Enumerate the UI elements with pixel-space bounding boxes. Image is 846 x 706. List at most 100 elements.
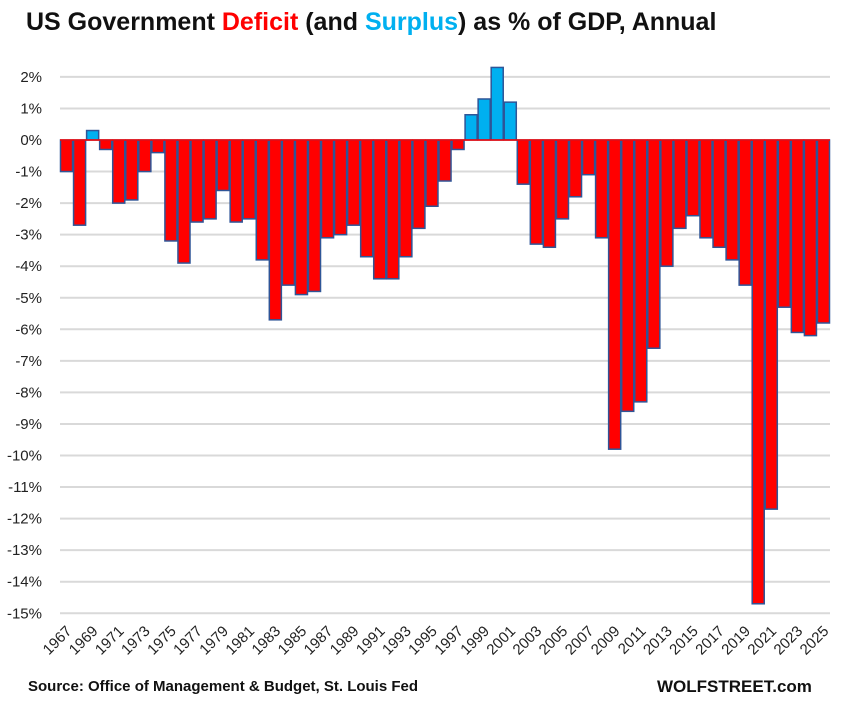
x-tick-label: 2011: [615, 623, 650, 658]
bar-2006: [568, 139, 583, 198]
bar-2005: [555, 139, 570, 220]
bar-1980: [229, 139, 243, 223]
y-tick-label: -5%: [15, 290, 42, 307]
title-text: (and: [298, 8, 365, 36]
bar-1983: [268, 139, 283, 321]
bar-2001: [503, 101, 518, 141]
bar-1972: [125, 139, 139, 201]
bar-2022: [777, 139, 792, 308]
y-tick-label: -3%: [15, 227, 42, 244]
bar-1991: [372, 139, 387, 280]
bar-1981: [242, 139, 257, 220]
bar-2003: [529, 139, 544, 245]
bar-1973: [138, 139, 152, 173]
bar-2009: [607, 139, 622, 450]
y-tick-label: -6%: [15, 321, 42, 338]
bar-1984: [281, 139, 296, 286]
x-tick-label: 2025: [797, 623, 833, 659]
bar-2018: [725, 139, 739, 261]
x-tick-label: 2019: [718, 623, 754, 659]
bar-2008: [594, 139, 609, 239]
bar-2007: [581, 139, 596, 176]
y-tick-label: -10%: [7, 448, 42, 465]
x-tick-label: 2021: [744, 623, 780, 659]
bar-2013: [660, 139, 674, 267]
x-tick-label: 2015: [666, 623, 702, 659]
bar-1993: [399, 139, 413, 258]
bar-1982: [255, 139, 270, 261]
bar-2004: [542, 139, 557, 249]
bar-1986: [307, 139, 322, 293]
bar-2016: [699, 139, 713, 239]
bar-2019: [738, 139, 752, 286]
brand-label: WOLFSTREET.com: [657, 677, 812, 696]
y-tick-label: -9%: [15, 416, 42, 433]
bar-1994: [412, 139, 426, 230]
bar-1978: [203, 139, 217, 220]
x-tick-label: 1975: [144, 623, 180, 659]
y-tick-label: -14%: [7, 574, 42, 591]
bar-2014: [673, 139, 687, 230]
x-tick-label: 2013: [640, 623, 676, 659]
bar-1996: [438, 139, 452, 182]
x-tick-label: 1985: [275, 623, 311, 659]
x-tick-label: 1969: [66, 623, 102, 659]
bar-1998: [464, 114, 478, 141]
bar-1976: [177, 139, 191, 264]
x-tick-label: 1993: [379, 623, 415, 659]
title-text: US Government: [26, 8, 222, 36]
x-tick-label: 2023: [771, 623, 807, 659]
bar-1977: [190, 139, 204, 223]
title-text: ) as % of GDP, Annual: [458, 8, 717, 36]
y-tick-label: -11%: [8, 479, 42, 496]
x-tick-label: 2003: [510, 623, 546, 659]
bar-1975: [164, 139, 178, 242]
chart-title: US Government Deficit (and Surplus) as %…: [26, 8, 716, 37]
x-tick-label: 1967: [40, 623, 76, 659]
x-tick-label: 2007: [562, 623, 598, 659]
bar-2012: [647, 139, 661, 349]
bar-1968: [72, 139, 87, 226]
x-tick-label: 1977: [170, 623, 206, 659]
bar-1974: [151, 139, 165, 154]
bar-1979: [216, 139, 230, 192]
x-tick-label: 1971: [92, 623, 128, 659]
bar-1999: [477, 98, 491, 141]
y-tick-label: -1%: [15, 164, 42, 181]
bar-1970: [98, 139, 113, 151]
bar-2023: [790, 139, 805, 334]
x-tick-label: 1995: [405, 623, 441, 659]
y-tick-label: -2%: [15, 195, 42, 212]
x-tick-label: 2017: [692, 623, 728, 659]
x-tick-label: 2005: [536, 623, 572, 659]
title-deficit: Deficit: [221, 8, 299, 36]
x-tick-label: 2009: [588, 623, 624, 659]
bar-1989: [346, 139, 361, 226]
y-tick-label: -4%: [15, 258, 42, 275]
y-tick-label: 2%: [20, 69, 42, 86]
bar-2010: [620, 139, 635, 413]
bar-2021: [764, 139, 779, 510]
bar-2011: [633, 139, 648, 403]
y-tick-label: -7%: [15, 353, 42, 370]
bar-1987: [320, 139, 335, 239]
title-surplus: Surplus: [364, 8, 459, 36]
x-tick-label: 1979: [196, 623, 232, 659]
x-tick-label: 1981: [222, 623, 258, 659]
bar-2017: [712, 139, 726, 249]
y-tick-label: -12%: [7, 511, 42, 528]
x-tick-label: 1987: [301, 623, 337, 659]
bar-1997: [451, 139, 465, 151]
source-note: Source: Office of Management & Budget, S…: [28, 678, 419, 695]
y-tick-label: -13%: [7, 542, 42, 559]
bar-1967: [59, 139, 74, 173]
bar-1971: [111, 139, 126, 204]
y-tick-label: 1%: [20, 100, 42, 117]
x-tick-label: 1983: [249, 623, 285, 659]
y-tick-label: 0%: [20, 132, 42, 149]
x-tick-label: 1989: [327, 623, 363, 659]
x-tick-label: 1973: [118, 623, 154, 659]
y-tick-label: -8%: [15, 384, 42, 401]
